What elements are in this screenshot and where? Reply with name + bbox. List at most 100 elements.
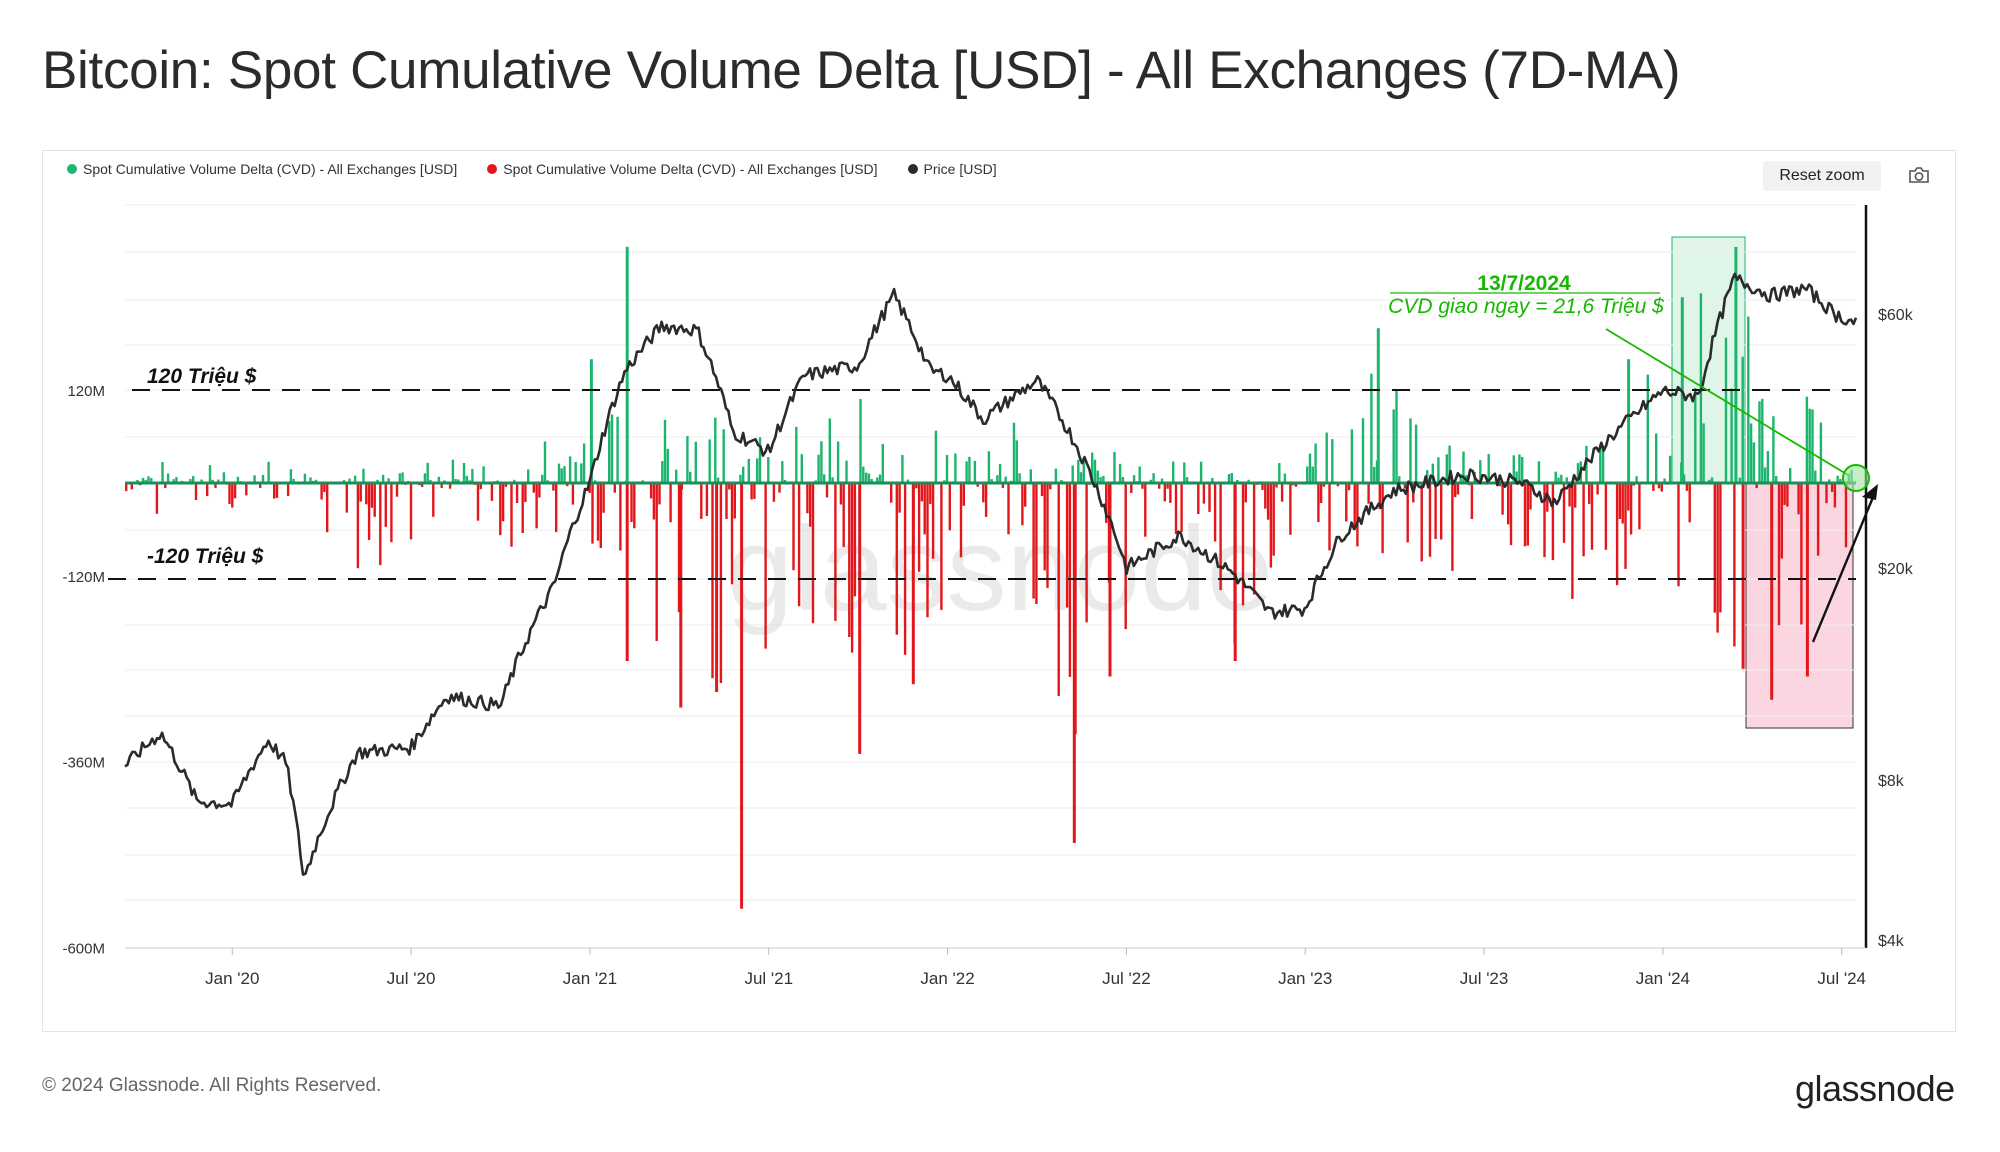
cvd-bar-negative	[920, 483, 924, 502]
cvd-bar-negative	[1141, 483, 1144, 489]
cvd-bar-negative	[1269, 483, 1273, 568]
cvd-bar-negative	[1403, 483, 1407, 489]
cvd-bar-positive	[1747, 316, 1750, 483]
cvd-bar-negative	[929, 483, 932, 504]
legend-item-price[interactable]: Price [USD]	[907, 161, 997, 177]
cvd-bar-positive	[965, 461, 968, 483]
cvd-bar-positive	[1409, 418, 1412, 483]
cvd-bar-positive	[1091, 452, 1094, 483]
cvd-bar-negative	[725, 483, 728, 519]
cvd-bar-negative	[1660, 483, 1663, 492]
cvd-bar-positive	[1724, 337, 1728, 483]
cvd-bar-positive	[1560, 474, 1563, 483]
cvd-bar-negative	[848, 483, 851, 637]
cvd-bar-positive	[1557, 477, 1560, 483]
cvd-bar-negative	[1627, 483, 1630, 511]
cvd-bar-positive	[1814, 470, 1817, 483]
cvd-bar-negative	[532, 483, 535, 493]
y-axis-right-ticks: $60k $20k $8k $4k	[1878, 307, 1914, 950]
cvd-bar-positive	[1118, 463, 1122, 483]
cvd-bar-positive	[1730, 388, 1733, 483]
cvd-bar-negative	[1777, 483, 1781, 626]
cvd-bar-negative	[1713, 483, 1716, 613]
cvd-bar-negative	[1166, 483, 1169, 489]
cvd-bar-positive	[722, 429, 725, 483]
cvd-bar-negative	[125, 483, 128, 492]
cvd-bar-negative	[1319, 483, 1323, 503]
cvd-bar-negative	[1241, 483, 1245, 606]
x-tick-label: Jul '23	[1460, 969, 1509, 988]
cvd-bar-positive	[1459, 473, 1462, 483]
cvd-bar-negative	[515, 483, 519, 503]
cvd-bar-negative	[538, 483, 541, 498]
legend-item-cvd-positive[interactable]: Spot Cumulative Volume Delta (CVD) - All…	[67, 161, 457, 177]
cvd-bar-positive	[1132, 475, 1136, 483]
cvd-bar-negative	[1830, 483, 1834, 492]
cvd-bar-negative	[1562, 483, 1566, 543]
cvd-bar-negative	[1065, 483, 1069, 608]
cvd-bar-negative	[630, 483, 633, 522]
cvd-bar-positive	[1682, 474, 1686, 483]
cvd-bar-positive	[136, 479, 139, 483]
cvd-bar-positive	[1392, 409, 1395, 483]
cvd-bar-positive	[465, 475, 468, 483]
cvd-bar-negative	[898, 483, 901, 513]
legend-item-cvd-negative[interactable]: Spot Cumulative Volume Delta (CVD) - All…	[487, 161, 878, 177]
cvd-bar-positive	[1079, 472, 1083, 483]
cvd-bar-negative-peak	[858, 483, 862, 754]
cvd-bar-positive	[1121, 477, 1125, 483]
cvd-bar-negative	[1844, 483, 1848, 548]
cvd-bar-negative	[1406, 483, 1409, 543]
cvd-bar-positive	[708, 439, 711, 483]
y-right-tick-label: $20k	[1878, 561, 1914, 578]
cvd-bar-positive	[689, 471, 692, 483]
cvd-bar-negative	[926, 483, 929, 618]
cvd-bar-positive	[253, 475, 256, 483]
cvd-bar-positive	[1278, 463, 1281, 483]
cvd-bar-negative	[797, 483, 801, 607]
cvd-bar-positive	[482, 466, 485, 483]
cvd-bar-positive	[820, 441, 823, 483]
cvd-bar-negative	[984, 483, 988, 517]
cvd-bar-negative	[1833, 483, 1837, 508]
legend-label-cvd-positive: Spot Cumulative Volume Delta (CVD) - All…	[83, 161, 458, 177]
cvd-bar-positive	[261, 474, 265, 483]
cvd-bar-positive	[563, 466, 566, 483]
cvd-bar-negative	[1621, 483, 1624, 524]
cvd-bar-negative	[1590, 483, 1594, 550]
cvd-bar-negative	[1604, 483, 1608, 550]
cvd-bar-positive	[859, 399, 862, 483]
cvd-bar-negative-peak	[911, 483, 915, 685]
cvd-bar-positive	[557, 463, 561, 483]
cvd-bar-positive	[353, 475, 357, 483]
reset-zoom-button[interactable]: Reset zoom	[1763, 161, 1881, 191]
cvd-bar-negative	[476, 483, 480, 521]
cvd-bar-negative	[390, 483, 393, 543]
cvd-bar-negative	[510, 483, 513, 547]
x-tick-label: Jan '24	[1636, 969, 1690, 988]
cvd-bar-negative	[811, 483, 815, 624]
cvd-bar-negative	[1345, 483, 1348, 522]
cvd-bar-positive	[1808, 408, 1811, 483]
cvd-bar-negative	[1280, 483, 1284, 502]
cvd-bar-negative	[1783, 483, 1786, 505]
cvd-bar-positive	[1448, 445, 1451, 483]
cvd-bar-negative	[931, 483, 935, 559]
cvd-bar-positive	[686, 436, 689, 483]
cvd-bar-positive	[1811, 409, 1814, 483]
cvd-bar-negative	[1523, 483, 1527, 547]
cvd-bar-positive	[527, 469, 530, 483]
cvd-bar-positive	[175, 477, 178, 483]
cvd-bar-negative	[1124, 483, 1127, 630]
cvd-bar-negative	[1367, 483, 1370, 504]
cvd-bar-negative	[1733, 483, 1736, 647]
cvd-bar-negative	[915, 483, 918, 489]
cvd-bar-positive	[1515, 471, 1518, 483]
cvd-bar-negative	[1001, 483, 1005, 488]
cvd-bar-negative	[1434, 483, 1437, 539]
cvd-bar-positive	[267, 461, 270, 483]
annotation-target-circle	[1842, 464, 1870, 492]
cvd-bar-negative	[1440, 483, 1443, 540]
cvd-bar-negative	[365, 483, 368, 505]
camera-icon[interactable]	[1908, 166, 1930, 184]
